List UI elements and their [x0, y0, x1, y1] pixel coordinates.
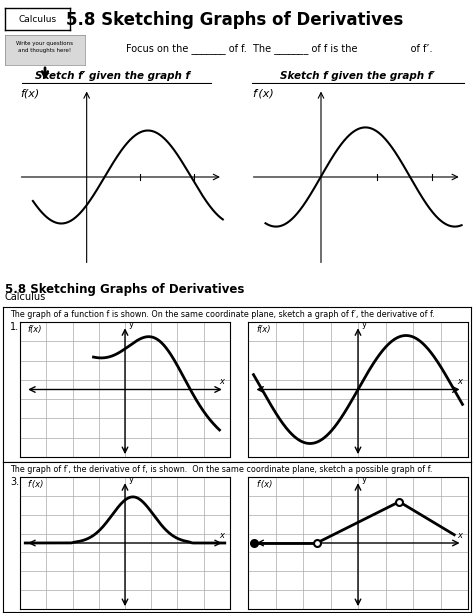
- Text: f′(x): f′(x): [256, 480, 273, 489]
- Text: y: y: [129, 475, 134, 484]
- Text: y: y: [129, 320, 134, 329]
- Text: x: x: [457, 531, 462, 540]
- Text: 5.8 Sketching Graphs of Derivatives: 5.8 Sketching Graphs of Derivatives: [5, 283, 244, 296]
- Text: Focus on the _______ of f.  The _______ of f is the                 of f’.: Focus on the _______ of f. The _______ o…: [126, 44, 432, 55]
- Text: Calculus: Calculus: [18, 15, 56, 23]
- Text: 3.: 3.: [10, 477, 19, 487]
- Text: y: y: [362, 475, 367, 484]
- Text: f′(x): f′(x): [253, 88, 274, 99]
- Text: f(x): f(x): [256, 325, 271, 334]
- Text: Notes: Notes: [411, 12, 457, 26]
- Text: Sketch f′ given the graph f: Sketch f′ given the graph f: [35, 71, 190, 81]
- Text: The graph of a function f is shown. On the same coordinate plane, sketch a graph: The graph of a function f is shown. On t…: [9, 310, 434, 319]
- Text: 1.: 1.: [10, 322, 19, 332]
- Text: 4.: 4.: [247, 477, 256, 487]
- Text: Sketch f given the graph f′: Sketch f given the graph f′: [281, 71, 436, 81]
- Text: Write your questions
and thoughts here!: Write your questions and thoughts here!: [17, 41, 73, 53]
- Text: f(x): f(x): [28, 325, 42, 334]
- Text: x: x: [219, 378, 225, 386]
- Text: Practice: Practice: [390, 284, 447, 297]
- Text: x: x: [457, 378, 462, 386]
- Text: y: y: [362, 320, 367, 329]
- Text: f(x): f(x): [20, 88, 40, 99]
- Text: 2.: 2.: [247, 322, 256, 332]
- Text: The graph of f′, the derivative of f, is shown.  On the same coordinate plane, s: The graph of f′, the derivative of f, is…: [9, 465, 432, 474]
- Text: x: x: [219, 531, 225, 540]
- Text: Calculus: Calculus: [5, 292, 46, 302]
- Text: 5.8 Sketching Graphs of Derivatives: 5.8 Sketching Graphs of Derivatives: [66, 11, 404, 29]
- Text: f′(x): f′(x): [28, 480, 44, 489]
